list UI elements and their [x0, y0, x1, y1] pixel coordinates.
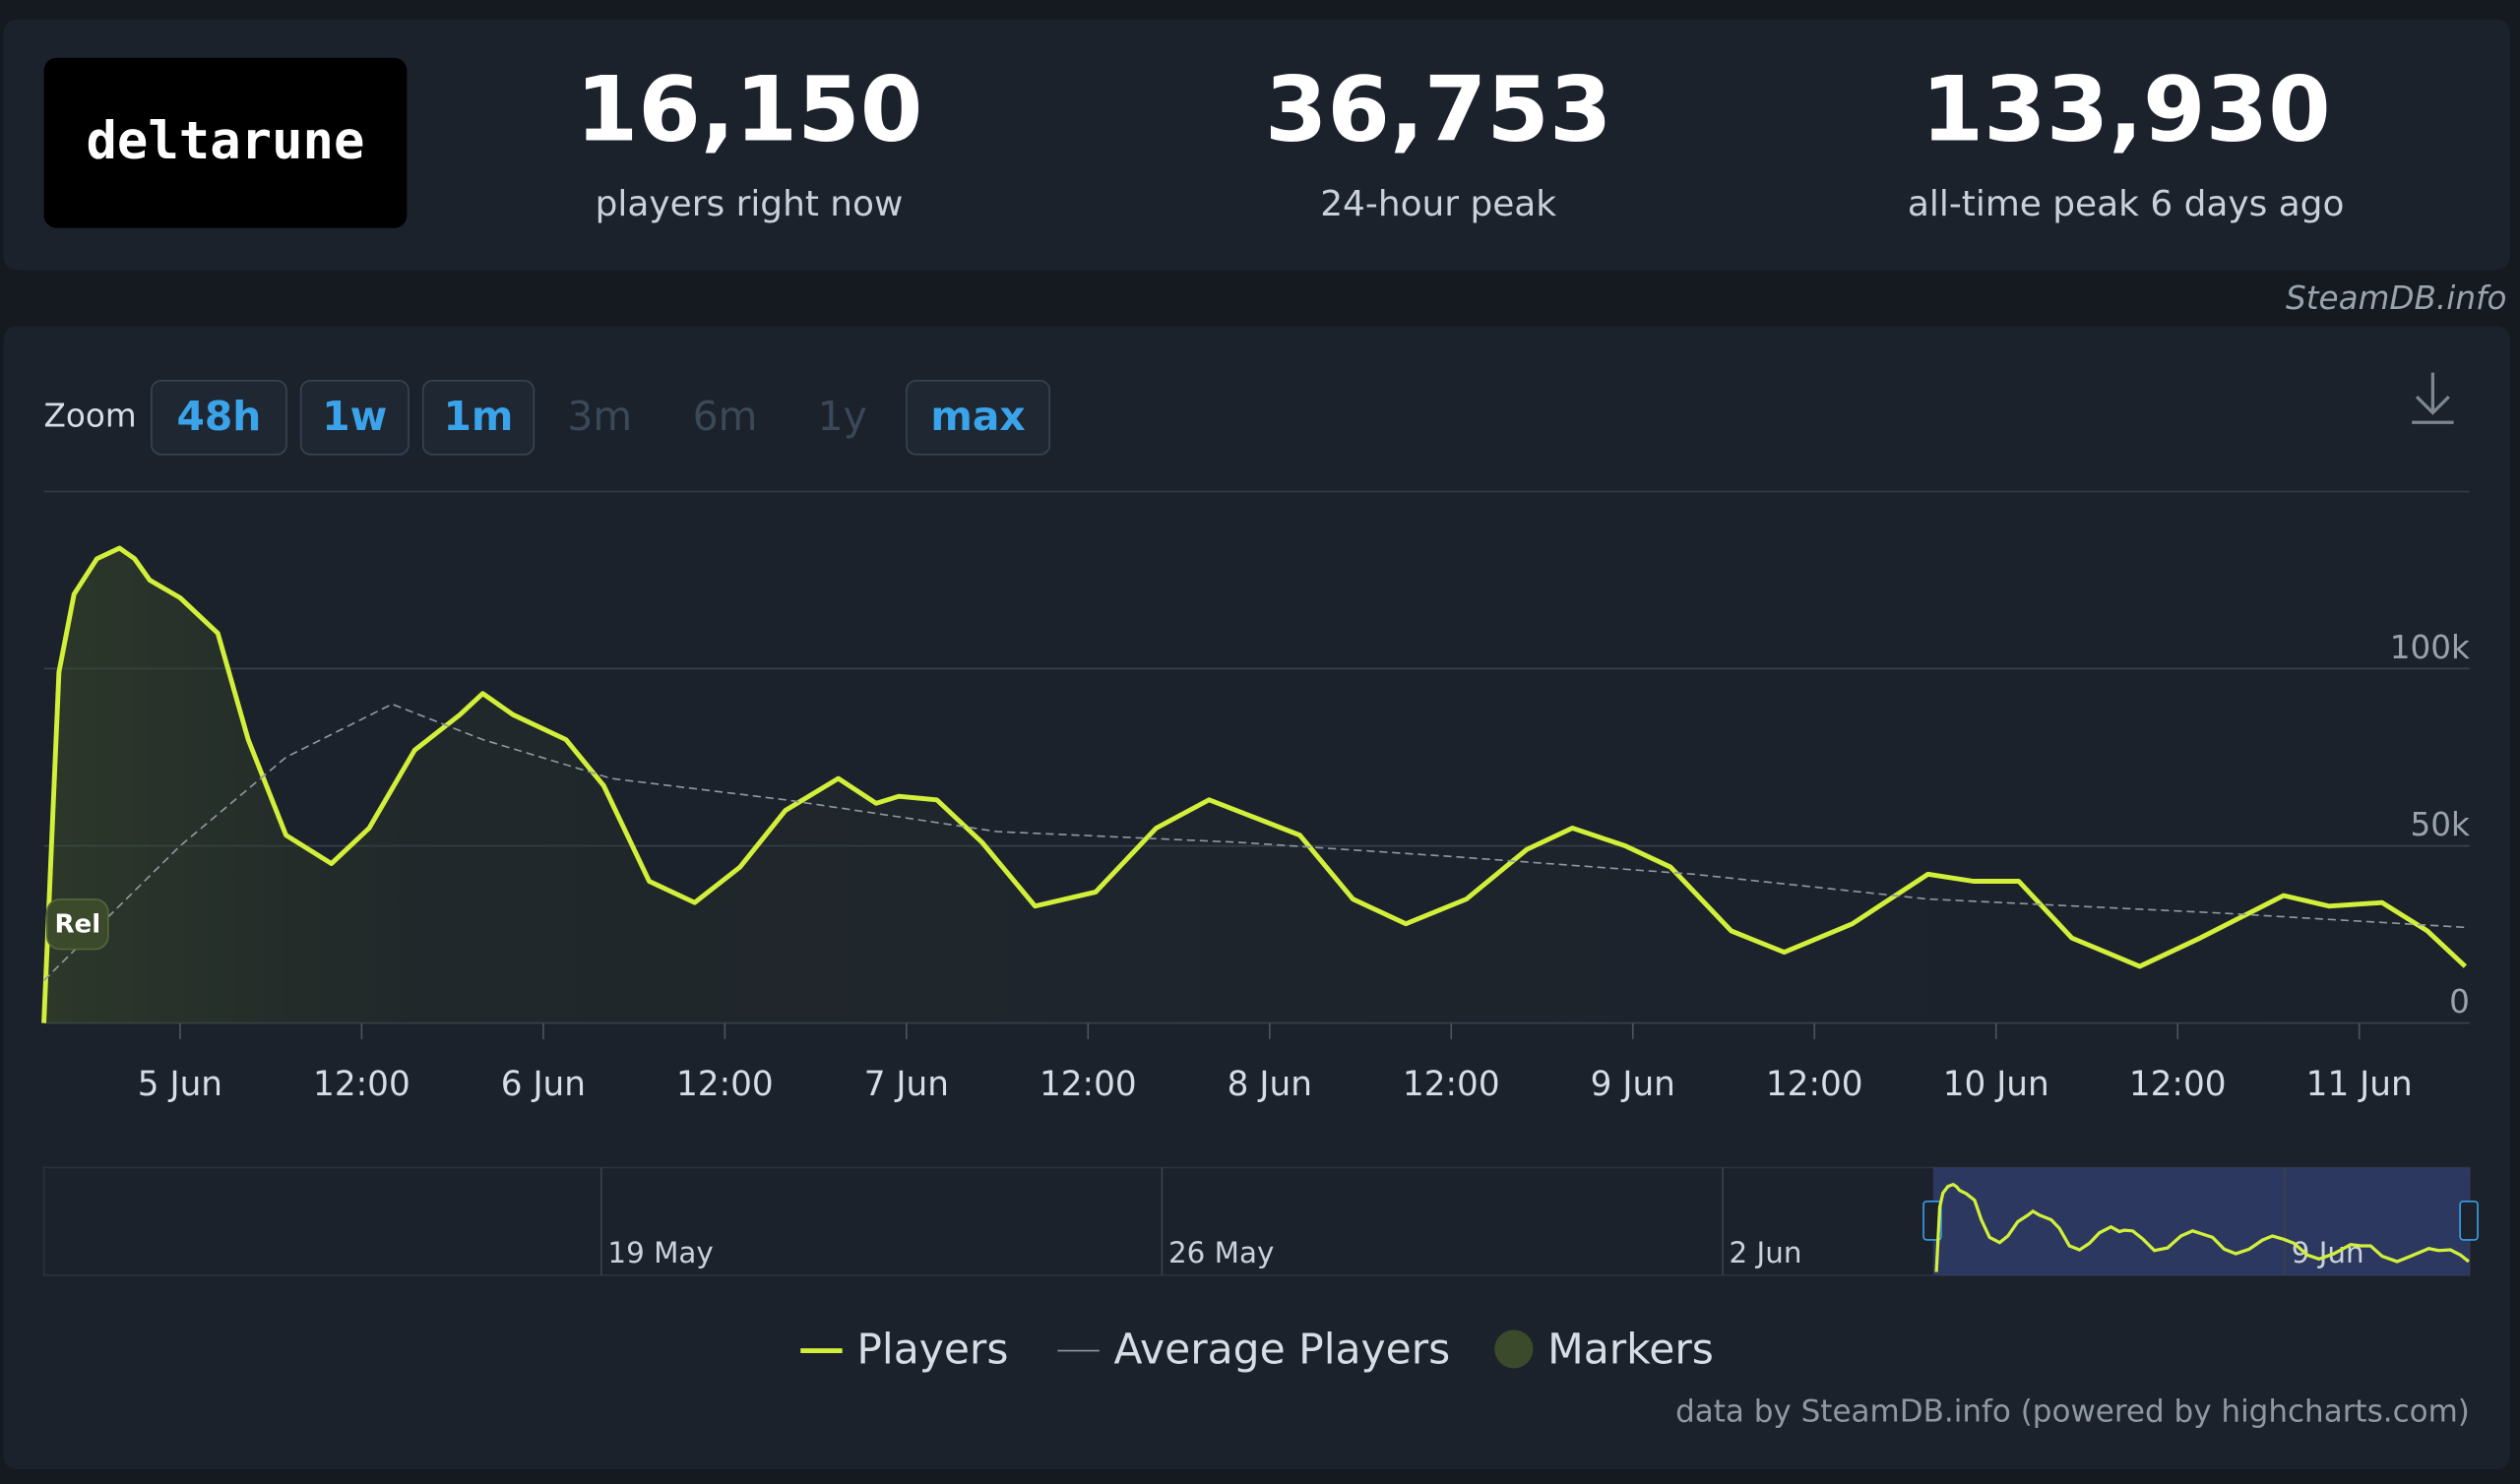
zoom-button-label[interactable]: max [930, 393, 1025, 440]
x-tick-label: 8 Jun [1228, 1065, 1312, 1104]
stat-label: players right now [596, 184, 904, 224]
navigator-selection[interactable] [1932, 1167, 2470, 1275]
y-tick-label: 100k [2390, 629, 2470, 666]
x-tick-label: 12:00 [1766, 1065, 1863, 1104]
players-area [43, 548, 2466, 1023]
marker-label: Rel [54, 910, 100, 940]
zoom-button[interactable] [299, 379, 410, 456]
header-panel [3, 19, 2510, 271]
stat-value: 133,930 [1922, 56, 2331, 161]
legend-swatch[interactable] [1494, 1329, 1534, 1369]
logo: deltarune [86, 112, 364, 171]
x-tick-label: 7 Jun [864, 1065, 949, 1104]
zoom-button[interactable] [421, 379, 536, 456]
x-tick-label: 10 Jun [1943, 1065, 2049, 1104]
stat-value: 36,753 [1265, 56, 1612, 161]
navigator-label: 26 May [1168, 1236, 1274, 1269]
navigator-label: 19 May [607, 1236, 713, 1269]
x-tick-label: 12:00 [1403, 1065, 1500, 1104]
zoom-button-label[interactable]: 1m [444, 393, 514, 440]
download-icon[interactable] [2412, 372, 2454, 424]
navigator-handle[interactable] [2459, 1200, 2479, 1241]
legend-label[interactable]: Average Players [1113, 1327, 1450, 1375]
x-tick-label: 11 Jun [2306, 1065, 2413, 1104]
credit: data by SteamDB.info (powered by highcha… [1675, 1394, 2470, 1430]
players-line [41, 545, 2468, 1023]
navigator-label: 2 Jun [1730, 1236, 1802, 1269]
navigator-handle[interactable] [1922, 1200, 1942, 1241]
marker[interactable] [45, 898, 109, 951]
zoom-button[interactable] [151, 379, 287, 456]
zoom-button-label[interactable]: 1w [322, 393, 387, 440]
x-tick-label: 12:00 [2129, 1065, 2227, 1104]
y-tick-label: 50k [2411, 806, 2471, 843]
x-tick-label: 6 Jun [501, 1065, 586, 1104]
average-line [42, 703, 2466, 981]
x-tick-label: 12:00 [676, 1065, 774, 1104]
stat-label: all-time peak 6 days ago [1908, 184, 2345, 224]
x-tick-label: 12:00 [313, 1065, 410, 1104]
x-tick-label: 12:00 [1040, 1065, 1137, 1104]
stat-label: 24-hour peak [1320, 184, 1556, 224]
zoom-button-label: 3m [567, 393, 632, 440]
navigator-line [1934, 1182, 2470, 1272]
zoom-button-label[interactable]: 48h [177, 393, 262, 440]
navigator-label: 9 Jun [2292, 1236, 2364, 1269]
zoom-button[interactable] [906, 379, 1051, 456]
logo-box [43, 57, 408, 228]
x-tick-label: 5 Jun [138, 1065, 222, 1104]
legend-label[interactable]: Markers [1547, 1327, 1714, 1375]
zoom-button-label: 1y [818, 393, 867, 440]
legend-label[interactable]: Players [856, 1327, 1008, 1375]
zoom-label: Zoom [44, 397, 137, 434]
stat-value: 16,150 [576, 56, 923, 161]
zoom-button-label: 6m [693, 393, 758, 440]
x-tick-label: 9 Jun [1591, 1065, 1675, 1104]
source: SteamDB.info [2286, 279, 2506, 317]
